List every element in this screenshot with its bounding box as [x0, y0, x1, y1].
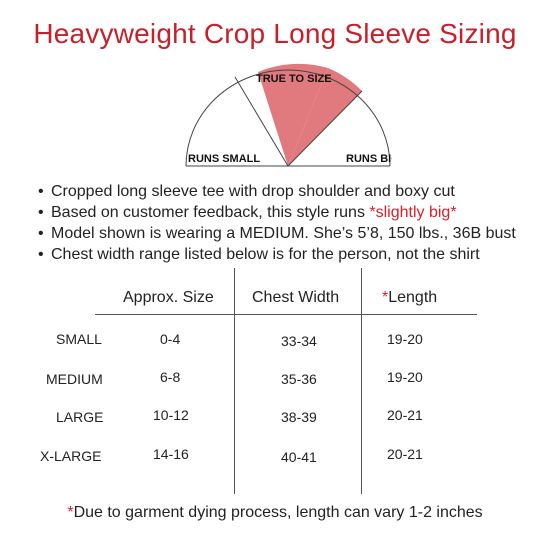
bullet-text: Model shown is wearing a MEDIUM. She’s 5…: [51, 225, 516, 242]
row-label-small: SMALL: [56, 331, 102, 347]
page-title: Heavyweight Crop Long Sleeve Sizing: [33, 18, 517, 49]
gauge-label-runs-big: RUNS BIG: [346, 153, 392, 165]
bullet-item: • Cropped long sleeve tee with drop shoul…: [38, 183, 455, 200]
bullet-text: Based on customer feedback, this style r…: [51, 204, 370, 221]
footer-text: Due to garment dying process, length can…: [73, 504, 483, 521]
bullet-text: Chest width range listed below is for th…: [51, 246, 480, 263]
gauge-label-true-to-size: TRUE TO SIZE: [256, 73, 332, 85]
bullet-item: • Model shown is wearing a MEDIUM. She’s …: [38, 225, 516, 242]
fit-gauge: RUNS SMALL TRUE TO SIZE RUNS BIG: [185, 63, 392, 167]
row-label-large: LARGE: [56, 409, 104, 425]
header-approx-size: Approx. Size: [123, 289, 214, 306]
cell-size: 0-4: [160, 331, 181, 347]
sizing-notes: • Cropped long sleeve tee with drop shoul…: [38, 181, 516, 265]
footer-asterisk: *: [67, 504, 74, 521]
cell-chest: 33-34: [281, 333, 317, 349]
cell-length: 20-21: [387, 446, 423, 462]
footer-note: *Due to garment dying process, length ca…: [0, 504, 550, 522]
slightly-big-wedge: [288, 68, 362, 166]
true-to-size-wedge: [258, 63, 328, 167]
gauge-left-divider: [234, 76, 289, 167]
table-header-rule: [95, 314, 477, 315]
header-length: *Length: [382, 289, 437, 307]
row-label-x-large: X-LARGE: [40, 448, 102, 464]
bullet-highlight: *slightly big*: [369, 204, 457, 221]
gauge-label-runs-small: RUNS SMALL: [188, 153, 260, 165]
bullet-item: • Chest width range listed below is for t…: [38, 246, 480, 263]
cell-chest: 40-41: [281, 449, 317, 465]
bullet-text: Cropped long sleeve tee with drop should…: [51, 183, 455, 200]
cell-chest: 35-36: [281, 371, 317, 387]
cell-length: 19-20: [387, 369, 423, 385]
row-label-medium: MEDIUM: [46, 371, 103, 387]
gauge-right-divider: [287, 90, 363, 167]
cell-chest: 38-39: [281, 409, 317, 425]
gauge-arc: [185, 69, 391, 167]
header-length-label: Length: [388, 289, 438, 306]
cell-size: 14-16: [153, 446, 189, 462]
length-asterisk: *: [382, 289, 389, 306]
cell-length: 19-20: [387, 331, 423, 347]
cell-size: 6-8: [160, 369, 181, 385]
cell-size: 10-12: [153, 407, 189, 423]
table-divider: [361, 268, 362, 494]
header-chest-width: Chest Width: [252, 289, 340, 306]
table-divider: [234, 268, 235, 494]
cell-length: 20-21: [387, 407, 423, 423]
bullet-item: • Based on customer feedback, this style …: [38, 204, 457, 221]
